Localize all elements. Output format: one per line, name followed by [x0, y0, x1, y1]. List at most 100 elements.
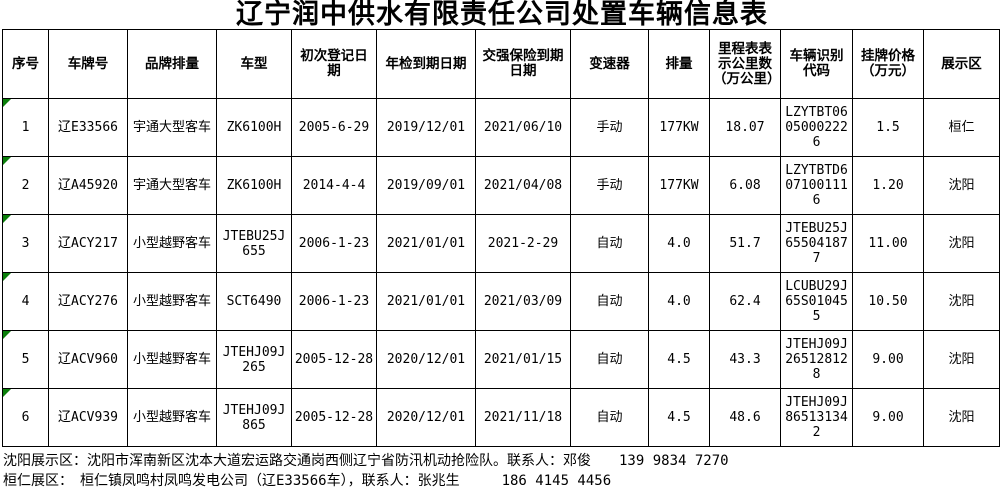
col-header-seq[interactable]: 序号 — [2, 29, 49, 99]
cell-odometer[interactable]: 43.3 — [709, 330, 781, 389]
seq-text: 6 — [21, 410, 30, 425]
cell-seq[interactable]: 2 — [2, 156, 49, 215]
cell-brand-displacement[interactable]: 宇通大型客车 — [127, 156, 217, 215]
table-row: 6 辽ACV939 小型越野客车 JTEHJ09J865 2005-12-28 … — [2, 388, 1000, 447]
cell-insurance-due-date[interactable]: 2021-2-29 — [475, 214, 571, 273]
cell-model[interactable]: JTEBU25J655 — [216, 214, 292, 273]
col-header-brand-displacement[interactable]: 品牌排量 — [127, 29, 217, 99]
cell-plate-number[interactable]: 辽ACV960 — [48, 330, 128, 389]
cell-inspection-due-date[interactable]: 2019/09/01 — [376, 156, 476, 215]
cell-transmission[interactable]: 自动 — [570, 330, 649, 389]
cell-displacement[interactable]: 4.5 — [648, 388, 710, 447]
cell-display-area[interactable]: 沈阳 — [923, 214, 1000, 273]
header-row: 序号 车牌号 品牌排量 车型 初次登记日期 年检到期日期 交强保险到期日期 变速… — [2, 29, 1000, 99]
cell-seq[interactable]: 5 — [2, 330, 49, 389]
cell-displacement[interactable]: 4.0 — [648, 214, 710, 273]
cell-vin[interactable]: LZYTBT06050002226 — [780, 98, 853, 157]
cell-odometer[interactable]: 48.6 — [709, 388, 781, 447]
cell-plate-number[interactable]: 辽A45920 — [48, 156, 128, 215]
col-header-displacement[interactable]: 排量 — [648, 29, 710, 99]
cell-model[interactable]: JTEHJ09J265 — [216, 330, 292, 389]
cell-insurance-due-date[interactable]: 2021/04/08 — [475, 156, 571, 215]
cell-odometer[interactable]: 18.07 — [709, 98, 781, 157]
cell-plate-number[interactable]: 辽ACV939 — [48, 388, 128, 447]
cell-vin[interactable]: LCUBU29J65S010455 — [780, 272, 853, 331]
col-header-display-area[interactable]: 展示区 — [923, 29, 1000, 99]
cell-plate-number[interactable]: 辽ACY276 — [48, 272, 128, 331]
cell-inspection-due-date[interactable]: 2020/12/01 — [376, 330, 476, 389]
footer-note-shenyang-area: 沈阳展示区：沈阳市浑南新区沈本大道宏运路交通岗西侧辽宁省防汛机动抢险队。联系人：… — [3, 453, 729, 469]
cell-listing-price[interactable]: 9.00 — [852, 330, 924, 389]
cell-display-area[interactable]: 沈阳 — [923, 156, 1000, 215]
cell-inspection-due-date[interactable]: 2021/01/01 — [376, 214, 476, 273]
cell-model[interactable]: JTEHJ09J865 — [216, 388, 292, 447]
cell-listing-price[interactable]: 9.00 — [852, 388, 924, 447]
col-header-odometer-10k-km[interactable]: 里程表表示公里数（万公里） — [709, 29, 781, 99]
error-indicator-triangle-icon — [3, 331, 11, 339]
cell-first-registration-date[interactable]: 2005-12-28 — [291, 388, 377, 447]
cell-first-registration-date[interactable]: 2014-4-4 — [291, 156, 377, 215]
cell-brand-displacement[interactable]: 小型越野客车 — [127, 272, 217, 331]
col-header-insurance-due-date[interactable]: 交强保险到期日期 — [475, 29, 571, 99]
cell-vin[interactable]: LZYTBTD6071001116 — [780, 156, 853, 215]
cell-brand-displacement[interactable]: 宇通大型客车 — [127, 98, 217, 157]
cell-display-area[interactable]: 沈阳 — [923, 272, 1000, 331]
cell-plate-number[interactable]: 辽E33566 — [48, 98, 128, 157]
cell-odometer[interactable]: 62.4 — [709, 272, 781, 331]
cell-insurance-due-date[interactable]: 2021/01/15 — [475, 330, 571, 389]
cell-display-area[interactable]: 沈阳 — [923, 388, 1000, 447]
cell-first-registration-date[interactable]: 2006-1-23 — [291, 214, 377, 273]
cell-model[interactable]: ZK6100H — [216, 98, 292, 157]
col-header-first-registration-date[interactable]: 初次登记日期 — [291, 29, 377, 99]
cell-plate-number[interactable]: 辽ACY217 — [48, 214, 128, 273]
cell-brand-displacement[interactable]: 小型越野客车 — [127, 388, 217, 447]
cell-transmission[interactable]: 手动 — [570, 98, 649, 157]
col-header-listing-price[interactable]: 挂牌价格（万元） — [852, 29, 924, 99]
footer-notes: 沈阳展示区：沈阳市浑南新区沈本大道宏运路交通岗西侧辽宁省防汛机动抢险队。联系人：… — [0, 451, 1004, 491]
cell-odometer[interactable]: 51.7 — [709, 214, 781, 273]
col-header-transmission[interactable]: 变速器 — [570, 29, 649, 99]
cell-inspection-due-date[interactable]: 2021/01/01 — [376, 272, 476, 331]
cell-inspection-due-date[interactable]: 2020/12/01 — [376, 388, 476, 447]
cell-displacement[interactable]: 4.0 — [648, 272, 710, 331]
cell-display-area[interactable]: 桓仁 — [923, 98, 1000, 157]
cell-transmission[interactable]: 自动 — [570, 272, 649, 331]
cell-insurance-due-date[interactable]: 2021/03/09 — [475, 272, 571, 331]
cell-inspection-due-date[interactable]: 2019/12/01 — [376, 98, 476, 157]
cell-first-registration-date[interactable]: 2005-6-29 — [291, 98, 377, 157]
cell-model[interactable]: SCT6490 — [216, 272, 292, 331]
cell-listing-price[interactable]: 11.00 — [852, 214, 924, 273]
page-title: 辽宁润中供水有限责任公司处置车辆信息表 — [236, 0, 768, 30]
cell-transmission[interactable]: 自动 — [570, 214, 649, 273]
cell-transmission[interactable]: 自动 — [570, 388, 649, 447]
cell-brand-displacement[interactable]: 小型越野客车 — [127, 330, 217, 389]
cell-brand-displacement[interactable]: 小型越野客车 — [127, 214, 217, 273]
cell-seq[interactable]: 3 — [2, 214, 49, 273]
cell-seq[interactable]: 4 — [2, 272, 49, 331]
cell-first-registration-date[interactable]: 2005-12-28 — [291, 330, 377, 389]
table-row: 1 辽E33566 宇通大型客车 ZK6100H 2005-6-29 2019/… — [2, 98, 1000, 157]
cell-display-area[interactable]: 沈阳 — [923, 330, 1000, 389]
cell-seq[interactable]: 1 — [2, 98, 49, 157]
col-header-model[interactable]: 车型 — [216, 29, 292, 99]
cell-insurance-due-date[interactable]: 2021/11/18 — [475, 388, 571, 447]
cell-seq[interactable]: 6 — [2, 388, 49, 447]
cell-transmission[interactable]: 手动 — [570, 156, 649, 215]
cell-vin[interactable]: JTEHJ09J865131342 — [780, 388, 853, 447]
col-header-vin[interactable]: 车辆识别代码 — [780, 29, 853, 99]
col-header-plate-number[interactable]: 车牌号 — [48, 29, 128, 99]
cell-listing-price[interactable]: 1.20 — [852, 156, 924, 215]
cell-first-registration-date[interactable]: 2006-1-23 — [291, 272, 377, 331]
cell-vin[interactable]: JTEHJ09J265128128 — [780, 330, 853, 389]
col-header-inspection-due-date[interactable]: 年检到期日期 — [376, 29, 476, 99]
cell-insurance-due-date[interactable]: 2021/06/10 — [475, 98, 571, 157]
cell-model[interactable]: ZK6100H — [216, 156, 292, 215]
table-row: 5 辽ACV960 小型越野客车 JTEHJ09J265 2005-12-28 … — [2, 330, 1000, 389]
cell-listing-price[interactable]: 1.5 — [852, 98, 924, 157]
cell-listing-price[interactable]: 10.50 — [852, 272, 924, 331]
cell-vin[interactable]: JTEBU25J655041877 — [780, 214, 853, 273]
cell-displacement[interactable]: 177KW — [648, 98, 710, 157]
cell-displacement[interactable]: 177KW — [648, 156, 710, 215]
cell-displacement[interactable]: 4.5 — [648, 330, 710, 389]
cell-odometer[interactable]: 6.08 — [709, 156, 781, 215]
